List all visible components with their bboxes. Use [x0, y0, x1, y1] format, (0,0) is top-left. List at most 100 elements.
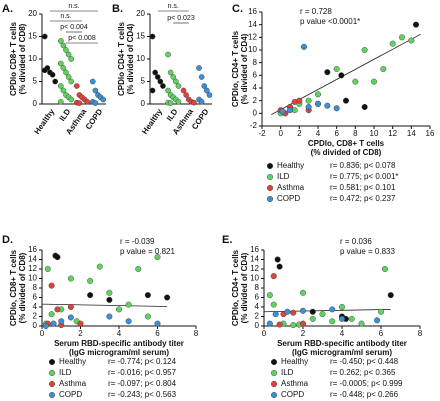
- data-point: [65, 51, 72, 58]
- data-point: [274, 256, 281, 263]
- x-tick-label: 6: [334, 129, 339, 138]
- data-point: [378, 308, 385, 315]
- legend-stats: r= -0.243; p< 0.563: [108, 390, 177, 399]
- data-point: [284, 308, 291, 315]
- legend-stats: r= 0.472; p< 0.237: [330, 194, 396, 203]
- legend-stats: r= 0.775; p< 0.001*: [330, 172, 399, 181]
- data-point: [300, 307, 307, 314]
- data-point: [149, 33, 156, 40]
- y-tick-label: 6: [255, 293, 260, 302]
- y-tick-label: 14: [248, 20, 257, 29]
- x-axis-label: Serum RBD-specific antibody titer: [54, 339, 184, 348]
- data-point: [165, 51, 171, 58]
- data-point: [266, 292, 273, 299]
- legend-label: ILD: [281, 368, 294, 377]
- data-point: [115, 306, 122, 313]
- data-point: [290, 322, 297, 329]
- legend-label: ILD: [59, 368, 72, 377]
- x-tick-label: 4: [316, 129, 321, 138]
- y-axis-label: CPDlo CD4+ T cells: [117, 21, 126, 96]
- y-tick-label: 0: [33, 321, 38, 330]
- data-point: [154, 254, 161, 261]
- y-tick-label: 5: [141, 77, 146, 86]
- y-tick-label: 10: [250, 274, 259, 283]
- y-tick-label: 12: [28, 264, 37, 273]
- x-tick-label: ILD: [58, 107, 73, 123]
- data-point: [65, 74, 72, 80]
- data-point: [389, 40, 396, 47]
- significance-label: p< 0.008: [68, 35, 96, 42]
- legend-marker: [271, 392, 278, 399]
- x-tick-label: 0: [40, 329, 45, 338]
- y-tick-label: 4: [255, 302, 260, 311]
- data-point: [305, 103, 312, 110]
- significance-label: p< 0.004: [60, 24, 88, 31]
- y-axis-label: CPDlo, CD8+ T cells: [9, 249, 18, 326]
- data-point: [270, 273, 277, 280]
- y-tick-label: -2: [250, 121, 258, 130]
- data-point: [68, 56, 74, 62]
- legend-label: COPD: [277, 194, 300, 203]
- data-point: [48, 282, 55, 289]
- data-point: [319, 311, 326, 318]
- data-point: [374, 317, 381, 324]
- data-point: [42, 67, 48, 74]
- data-point: [358, 320, 365, 327]
- data-point: [60, 65, 67, 71]
- data-point: [165, 87, 171, 94]
- data-point: [324, 69, 331, 76]
- significance-label: p< 0.023: [167, 15, 195, 22]
- legend-marker: [267, 162, 274, 169]
- legend-label: Asthma: [281, 379, 309, 388]
- data-point: [338, 72, 345, 79]
- data-point: [276, 263, 283, 270]
- legend-label: Asthma: [277, 183, 305, 192]
- legend-stats: r= -0.774; p< 0.124: [108, 357, 177, 366]
- data-point: [183, 92, 189, 98]
- data-point: [198, 74, 205, 80]
- annotation: p value = 0.833: [340, 247, 395, 256]
- y-axis-label: CPDlo, CD4+ T cells: [231, 249, 240, 326]
- data-point: [387, 292, 394, 299]
- data-point: [315, 91, 322, 98]
- legend-label: COPD: [281, 390, 304, 399]
- data-point: [157, 78, 164, 85]
- legend-marker: [271, 381, 278, 388]
- x-tick-label: 4: [117, 329, 122, 338]
- data-point: [96, 263, 103, 270]
- data-point: [54, 254, 61, 261]
- y-tick-label: 20: [136, 9, 145, 18]
- data-point: [49, 71, 56, 78]
- legend-label: ILD: [277, 172, 290, 181]
- data-point: [266, 320, 273, 327]
- data-point: [87, 277, 94, 284]
- data-point: [160, 83, 166, 89]
- legend-marker: [267, 184, 274, 191]
- data-point: [300, 289, 307, 296]
- data-point: [381, 266, 388, 273]
- y-tick-label: 2: [255, 312, 260, 321]
- data-point: [90, 78, 96, 85]
- fit-line: [41, 303, 168, 307]
- y-tick-label: 10: [28, 274, 37, 283]
- y-tick-label: 0: [141, 99, 146, 108]
- data-point: [287, 107, 294, 114]
- data-point: [58, 38, 64, 44]
- data-point: [68, 96, 74, 103]
- data-point: [106, 313, 113, 320]
- data-point: [106, 289, 113, 296]
- legend-stats: r= -0.0005; p< 0.999: [330, 379, 403, 388]
- data-point: [290, 309, 297, 316]
- legend-marker: [49, 381, 56, 388]
- data-point: [144, 292, 151, 299]
- legend-stats: r= 0.581; p< 0.101: [330, 183, 396, 192]
- data-point: [87, 292, 94, 299]
- x-tick-label: 6: [155, 329, 160, 338]
- y-tick-label: 12: [248, 32, 257, 41]
- legend-marker: [49, 370, 56, 377]
- data-point: [77, 320, 84, 327]
- legend-stats: r= -0.016; p< 0.957: [108, 368, 177, 377]
- x-axis-label: CPDlo, CD8+ T cells: [308, 139, 385, 148]
- legend-marker: [49, 359, 56, 366]
- data-point: [315, 100, 322, 107]
